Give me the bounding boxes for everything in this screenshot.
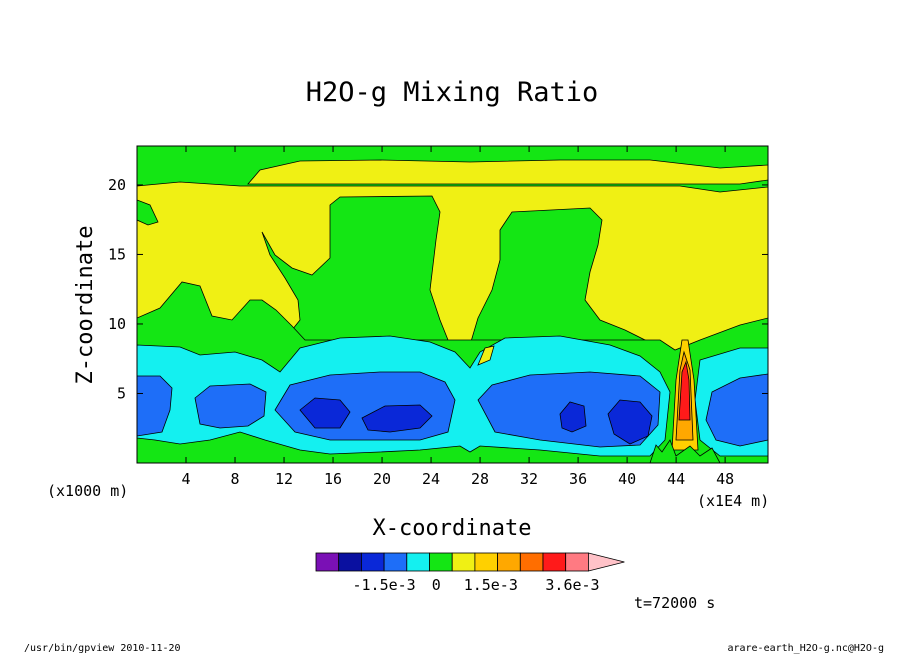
x-tick-label: 32 <box>520 470 538 488</box>
colorbar-cell <box>315 552 340 572</box>
x-tick-label: 40 <box>618 470 636 488</box>
time-label: t=72000 s <box>634 594 715 612</box>
upper-green-band <box>137 146 768 193</box>
colorbar-label: -1.5e-3 <box>352 576 415 594</box>
x-tick-label: 48 <box>716 470 734 488</box>
contour-field <box>137 146 768 463</box>
chart-title: H2O-g Mixing Ratio <box>306 77 599 108</box>
blue-region-2 <box>194 383 267 429</box>
x-tick-label: 44 <box>667 470 685 488</box>
x-axis-title: X-coordinate <box>373 516 532 541</box>
colorbar-label: 3.6e-3 <box>545 576 599 594</box>
colorbar-cell <box>429 552 453 572</box>
red-spike <box>678 360 691 421</box>
x-unit-left: (x1000 m) <box>47 482 128 500</box>
colorbar <box>315 552 625 572</box>
y-tick-label: 5 <box>117 384 126 402</box>
x-tick-label: 16 <box>324 470 342 488</box>
colorbar-cell <box>497 552 521 572</box>
colorbar-label: 1.5e-3 <box>464 576 518 594</box>
green-column-1 <box>261 195 451 346</box>
x-tick-label: 20 <box>373 470 391 488</box>
green-column-2 <box>469 207 656 346</box>
blue-region-3 <box>274 371 456 441</box>
colorbar-cell <box>338 552 362 572</box>
x-tick-label: 8 <box>231 470 240 488</box>
y-tick-label: 10 <box>108 315 126 333</box>
footer-left: /usr/bin/gpview 2010-11-20 <box>24 643 181 654</box>
colorbar-cell <box>406 552 430 572</box>
plot-frame <box>136 145 769 464</box>
x-axis: 4 8 12 16 20 24 28 32 36 40 44 48 <box>181 146 734 488</box>
colorbar-labels: -1.5e-3 0 1.5e-3 3.6e-3 <box>352 576 599 594</box>
dark-blue-core-1 <box>299 397 351 429</box>
footer-right: arare-earth_H2O-g.nc@H2O-g <box>727 643 884 654</box>
dark-blue-core-3 <box>559 401 587 433</box>
x-tick-label: 24 <box>422 470 440 488</box>
x-tick-label: 28 <box>471 470 489 488</box>
dark-blue-core-2 <box>361 404 433 433</box>
x-unit-right: (x1E4 m) <box>697 492 769 510</box>
colorbar-cell <box>360 552 385 572</box>
colorbar-cell <box>474 552 498 572</box>
plot-area <box>136 145 769 464</box>
colorbar-cell <box>519 552 544 572</box>
y-tick-label: 15 <box>108 245 126 263</box>
x-tick-label: 12 <box>275 470 293 488</box>
left-green-blob <box>137 199 159 226</box>
x-tick-label: 36 <box>569 470 587 488</box>
colorbar-cell <box>542 552 567 572</box>
x-tick-label: 4 <box>181 470 190 488</box>
colorbar-cell <box>451 552 476 572</box>
colorbar-cell <box>565 552 589 572</box>
y-axis-title: Z-coordinate <box>73 226 98 385</box>
green-at-bottom <box>649 439 721 463</box>
blue-region-right <box>705 373 768 447</box>
colorbar-cell <box>383 552 408 572</box>
yellow-patch-1 <box>477 345 495 366</box>
colorbar-label: 0 <box>432 576 441 594</box>
y-axis: 5 10 15 20 <box>108 176 768 402</box>
colorbar-arrow <box>588 552 625 572</box>
dark-blue-core-4 <box>607 399 653 445</box>
y-tick-label: 20 <box>108 176 126 194</box>
blue-region-left <box>137 375 173 437</box>
